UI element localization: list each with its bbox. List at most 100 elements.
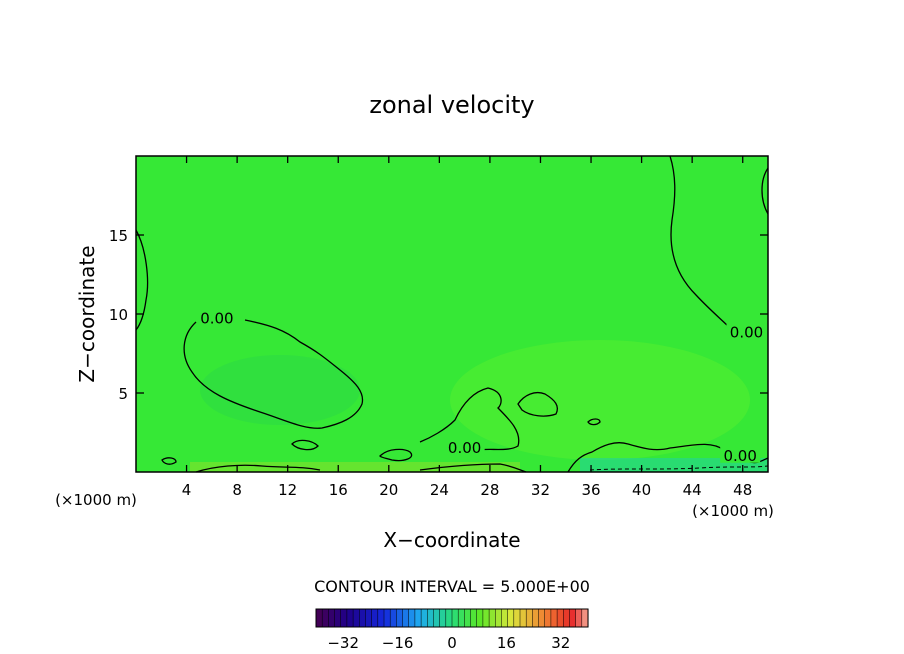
y-axis-label: Z−coordinate	[75, 245, 99, 382]
colorbar-segment	[352, 608, 360, 628]
colorbar-segment	[501, 608, 509, 628]
colorbar-segment	[371, 608, 379, 628]
colorbar-segment	[556, 608, 564, 628]
colorbar-segment	[581, 608, 589, 628]
contour-line	[291, 439, 319, 451]
colorbar-tick-label: −32	[327, 634, 359, 652]
colorbar-tick-label: −16	[382, 634, 414, 652]
contour-label: 0.00	[200, 309, 233, 327]
colorbar-segment	[439, 608, 447, 628]
x-tick-label: 12	[278, 481, 297, 499]
contour-line	[517, 391, 559, 417]
colorbar-segment	[470, 608, 478, 628]
x-tick-label: 8	[232, 481, 242, 499]
contour-label-bg	[444, 438, 485, 455]
x-axis-label: X−coordinate	[383, 528, 520, 552]
colorbar-segment	[396, 608, 404, 628]
colorbar-tick-label: 32	[551, 634, 570, 652]
colorbar-segment	[464, 608, 472, 628]
colorbar-segment	[334, 608, 342, 628]
field-shade	[450, 340, 750, 460]
colorbar-segment	[420, 608, 428, 628]
colorbar-segment	[569, 608, 577, 628]
colorbar-segment	[328, 608, 336, 628]
x-tick-label: 20	[379, 481, 398, 499]
colorbar-segment	[340, 608, 348, 628]
contour-label: 0.00	[448, 439, 481, 457]
colorbar-segment	[563, 608, 571, 628]
colorbar-segment	[427, 608, 435, 628]
colorbar-segment	[365, 608, 373, 628]
colorbar-segment	[544, 608, 552, 628]
colorbar-segment	[346, 608, 354, 628]
colorbar-segment	[495, 608, 503, 628]
x-tick-label: 44	[683, 481, 702, 499]
contour-lines	[135, 155, 769, 473]
contour-label-bg	[720, 446, 761, 463]
contour-line	[195, 464, 321, 473]
colorbar-segment	[402, 608, 410, 628]
contour-label-bg	[726, 323, 767, 340]
colorbar-segment	[433, 608, 441, 628]
colorbar-segment	[389, 608, 397, 628]
x-tick-label: 4	[182, 481, 192, 499]
colorbar-segment	[507, 608, 515, 628]
x-tick-label: 36	[581, 481, 600, 499]
contour-line	[183, 319, 364, 429]
colorbar-segment	[476, 608, 484, 628]
contour-interval-text: CONTOUR INTERVAL = 5.000E+00	[314, 577, 590, 596]
y-tick-label: 10	[109, 306, 128, 324]
colorbar-segment	[532, 608, 540, 628]
colorbar-segment	[377, 608, 385, 628]
colorbar-segment	[575, 608, 583, 628]
chart-title: zonal velocity	[369, 91, 534, 119]
colorbar-frame	[315, 608, 589, 628]
colorbar-segment	[451, 608, 459, 628]
x-unit-left: (×1000 m)	[55, 491, 137, 509]
y-tick-label: 15	[109, 227, 128, 245]
x-tick-label: 32	[531, 481, 550, 499]
contour-line	[761, 167, 769, 215]
contour-line	[379, 448, 413, 462]
colorbar-segment	[321, 608, 329, 628]
contour-line	[419, 387, 520, 451]
colorbar-segment	[457, 608, 465, 628]
colorbar-segment	[315, 608, 323, 628]
colorbar-segment	[513, 608, 521, 628]
colorbar-segment	[482, 608, 490, 628]
colorbar-segment	[525, 608, 533, 628]
colorbar-segment	[383, 608, 391, 628]
contour-line	[419, 463, 527, 473]
x-tick-label: 40	[632, 481, 651, 499]
contour-label: 0.00	[730, 324, 763, 342]
y-axis: 5 10 15	[109, 227, 768, 403]
x-axis: 4 8 12 16 20 24 28 32 36 40 44 48	[182, 156, 752, 499]
contour-line	[135, 229, 149, 331]
field-shade	[200, 355, 360, 425]
x-unit-right: (×1000 m)	[692, 502, 774, 520]
x-tick-label: 24	[430, 481, 449, 499]
x-tick-label: 16	[329, 481, 348, 499]
y-tick-label: 5	[118, 385, 128, 403]
plot-area: 0.00 0.00 0.00 0.00	[135, 155, 769, 473]
colorbar-segment	[519, 608, 527, 628]
contour-label-bg	[196, 309, 237, 326]
colorbar-segment	[550, 608, 558, 628]
colorbar: −32 −16 0 16 32	[315, 608, 589, 652]
colorbar-segment	[488, 608, 496, 628]
contour-line	[669, 155, 731, 329]
field-shade	[190, 462, 520, 472]
colorbar-segment	[408, 608, 416, 628]
colorbar-segment	[445, 608, 453, 628]
x-tick-label: 28	[480, 481, 499, 499]
colorbar-segment	[359, 608, 367, 628]
colorbar-segment	[414, 608, 422, 628]
colorbar-segment	[538, 608, 546, 628]
colorbar-tick-label: 0	[447, 634, 457, 652]
x-tick-label: 48	[733, 481, 752, 499]
contour-line	[161, 457, 177, 465]
contour-line	[587, 418, 601, 426]
contour-label: 0.00	[723, 447, 756, 465]
colorbar-tick-label: 16	[497, 634, 516, 652]
